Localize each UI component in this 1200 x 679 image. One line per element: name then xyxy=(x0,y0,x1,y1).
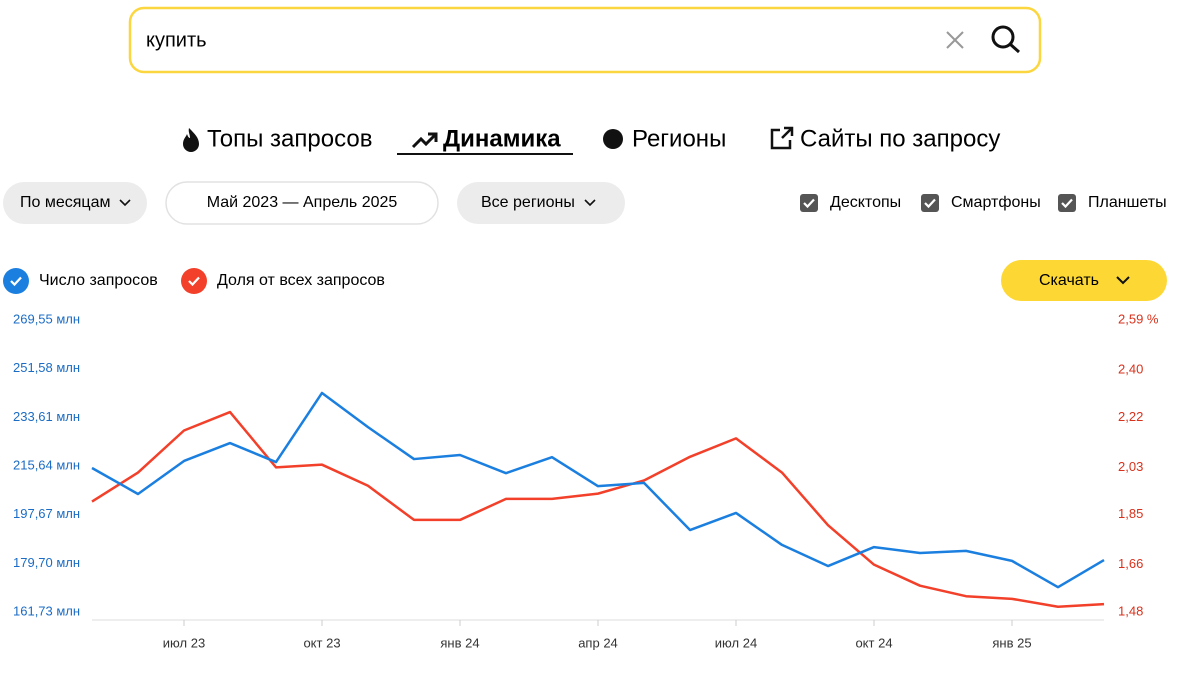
link-icon xyxy=(770,126,794,150)
search-icon[interactable] xyxy=(991,25,1020,54)
y2-tick-label: 2,03 xyxy=(1118,459,1143,474)
x-tick-label: окт 24 xyxy=(855,635,892,650)
y2-tick-label: 2,59 % xyxy=(1118,311,1159,326)
device-label: Планшеты xyxy=(1088,194,1167,211)
checkbox[interactable] xyxy=(921,194,939,212)
period-type-select[interactable] xyxy=(3,182,147,224)
y2-tick-label: 1,66 xyxy=(1118,556,1143,571)
x-tick-label: янв 24 xyxy=(440,635,479,650)
x-tick-label: июл 24 xyxy=(715,635,757,650)
checkbox[interactable] xyxy=(1058,194,1076,212)
y-tick-label: 215,64 млн xyxy=(13,457,80,472)
check-mark xyxy=(924,198,936,209)
checkbox[interactable] xyxy=(800,194,818,212)
download-button[interactable] xyxy=(1001,260,1167,301)
series-line xyxy=(91,391,1105,589)
legend-toggle[interactable] xyxy=(181,268,207,294)
regions: Все регионы xyxy=(481,194,575,211)
period: Май 2023 — Апрель 2025 xyxy=(207,194,398,211)
legend-label: Число запросов xyxy=(39,272,158,289)
region-select[interactable] xyxy=(457,182,625,224)
tab-active[interactable]: Динамика xyxy=(443,125,561,152)
x-tick-label: янв 25 xyxy=(992,635,1031,650)
download-label: Скачать xyxy=(1039,272,1099,289)
y-tick-label: 179,70 млн xyxy=(13,555,80,570)
period-select[interactable] xyxy=(165,181,439,225)
y2-tick-label: 2,40 xyxy=(1118,361,1143,376)
tab[interactable]: Регионы xyxy=(632,125,726,152)
chevron xyxy=(584,199,596,207)
y2-tick-label: 1,85 xyxy=(1118,506,1143,521)
tab-underline xyxy=(397,153,573,155)
period-type: По месяцам xyxy=(20,194,110,211)
x-tick-label: окт 23 xyxy=(303,635,340,650)
check-mark xyxy=(188,276,200,287)
y-tick-label: 197,67 млн xyxy=(13,506,80,521)
device-label: Десктопы xyxy=(830,194,901,211)
chevron xyxy=(1116,276,1130,285)
globe-icon xyxy=(603,129,623,149)
chevron xyxy=(119,199,131,207)
x-tick-label: апр 24 xyxy=(578,635,618,650)
tab[interactable]: Топы запросов xyxy=(207,125,372,152)
search-box[interactable] xyxy=(128,6,1042,74)
check-mark xyxy=(803,198,815,209)
fire-icon xyxy=(183,128,199,152)
clear-icon[interactable] xyxy=(946,31,964,49)
tab[interactable]: Сайты по запросу xyxy=(800,125,1000,152)
x-tick-label: июл 23 xyxy=(163,635,205,650)
legend-label: Доля от всех запросов xyxy=(217,272,385,289)
y-tick-label: 269,55 млн xyxy=(13,311,80,326)
series-line xyxy=(91,410,1105,608)
y-tick-label: 161,73 млн xyxy=(13,603,80,618)
y-tick-label: 251,58 млн xyxy=(13,360,80,375)
y-tick-label: 233,61 млн xyxy=(13,409,80,424)
check-mark xyxy=(10,276,22,287)
trend-icon xyxy=(411,132,438,149)
check-mark xyxy=(1061,198,1073,209)
device-label: Смартфоны xyxy=(951,194,1041,211)
legend-toggle[interactable] xyxy=(3,268,29,294)
y2-tick-label: 1,48 xyxy=(1118,603,1143,618)
y2-tick-label: 2,22 xyxy=(1118,409,1143,424)
search-query: купить xyxy=(146,29,207,51)
